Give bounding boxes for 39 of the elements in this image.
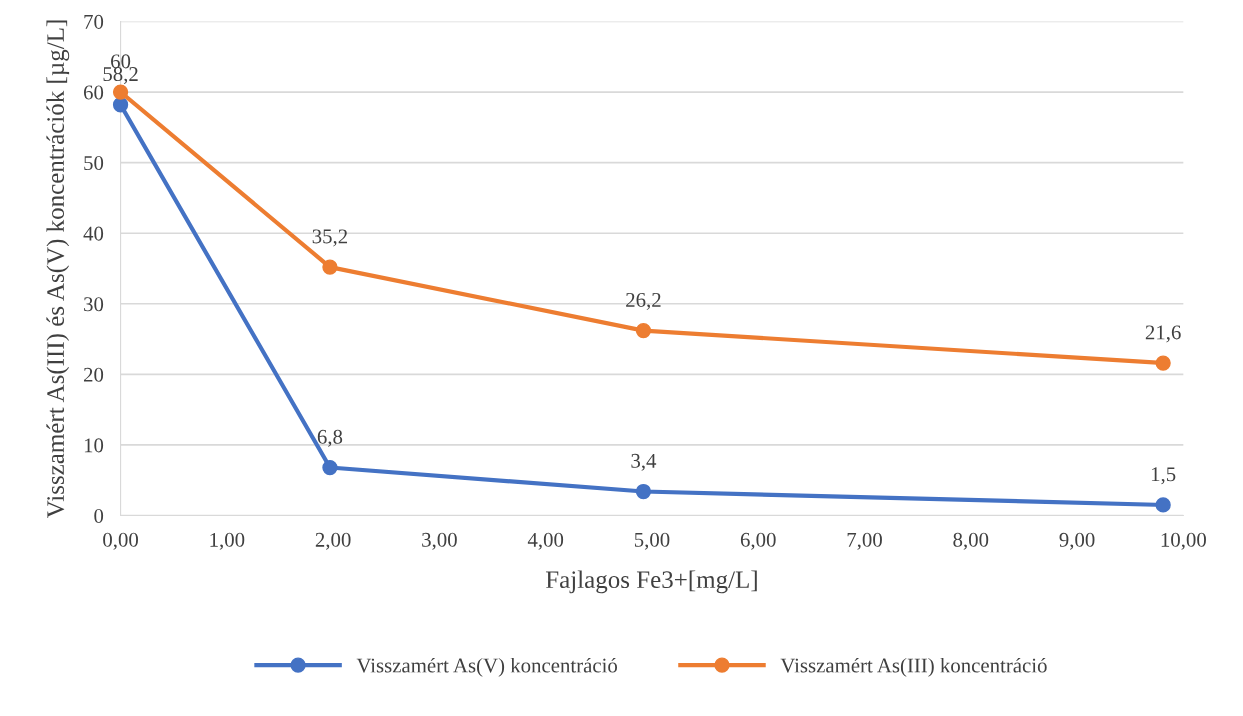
legend-label: Visszamért As(III) koncentráció — [780, 657, 1047, 677]
x-tick-label: 1,00 — [210, 532, 245, 550]
x-tick-label: 7,00 — [847, 532, 882, 550]
point — [322, 259, 338, 275]
data-label: 6,8 — [317, 429, 343, 447]
data-label: 26,2 — [626, 292, 661, 310]
point — [1155, 497, 1171, 513]
point — [112, 97, 129, 113]
point — [635, 483, 652, 500]
data-label: 3,4 — [631, 453, 657, 471]
legend-label: Visszamért As(V) koncentráció — [356, 657, 618, 677]
y-tick-label: 20 — [83, 367, 104, 382]
x-tick-label: 4,00 — [527, 532, 564, 550]
y-tick-label: 60 — [83, 85, 104, 100]
x-tick-label: 3,00 — [422, 532, 457, 550]
data-label: 35,2 — [312, 229, 348, 247]
point — [1155, 355, 1171, 371]
x-tick-label: 2,00 — [315, 532, 351, 550]
y-tick-label: 30 — [84, 297, 104, 312]
data-label: 21,6 — [1145, 325, 1181, 343]
point — [322, 459, 338, 476]
y-tick-label: 50 — [84, 156, 104, 171]
data-label: 1,5 — [1151, 467, 1176, 485]
point — [635, 322, 652, 339]
x-axis-title: Fajlagos Fe3+[mg/L] — [545, 570, 757, 594]
y-tick-label: 0 — [94, 508, 104, 523]
x-tick-label: 10,00 — [1161, 532, 1206, 550]
x-tick-label: 5,00 — [634, 532, 670, 550]
x-tick-label: 8,00 — [953, 532, 989, 550]
y-tick-label: 70 — [84, 14, 104, 29]
y-tick-label: 10 — [84, 438, 104, 453]
y-axis-title: Visszamért As(III) és As(V) koncentrációk [µg/L] — [46, 20, 70, 518]
y-tick-label: 40 — [83, 226, 104, 241]
x-tick-label: 9,00 — [1059, 532, 1095, 550]
x-tick-label: 0,00 — [103, 532, 139, 550]
x-tick-label: 6,00 — [740, 532, 776, 550]
point — [112, 84, 129, 100]
data-label: 60 — [111, 54, 131, 69]
data-label: 58,2 — [103, 67, 138, 85]
